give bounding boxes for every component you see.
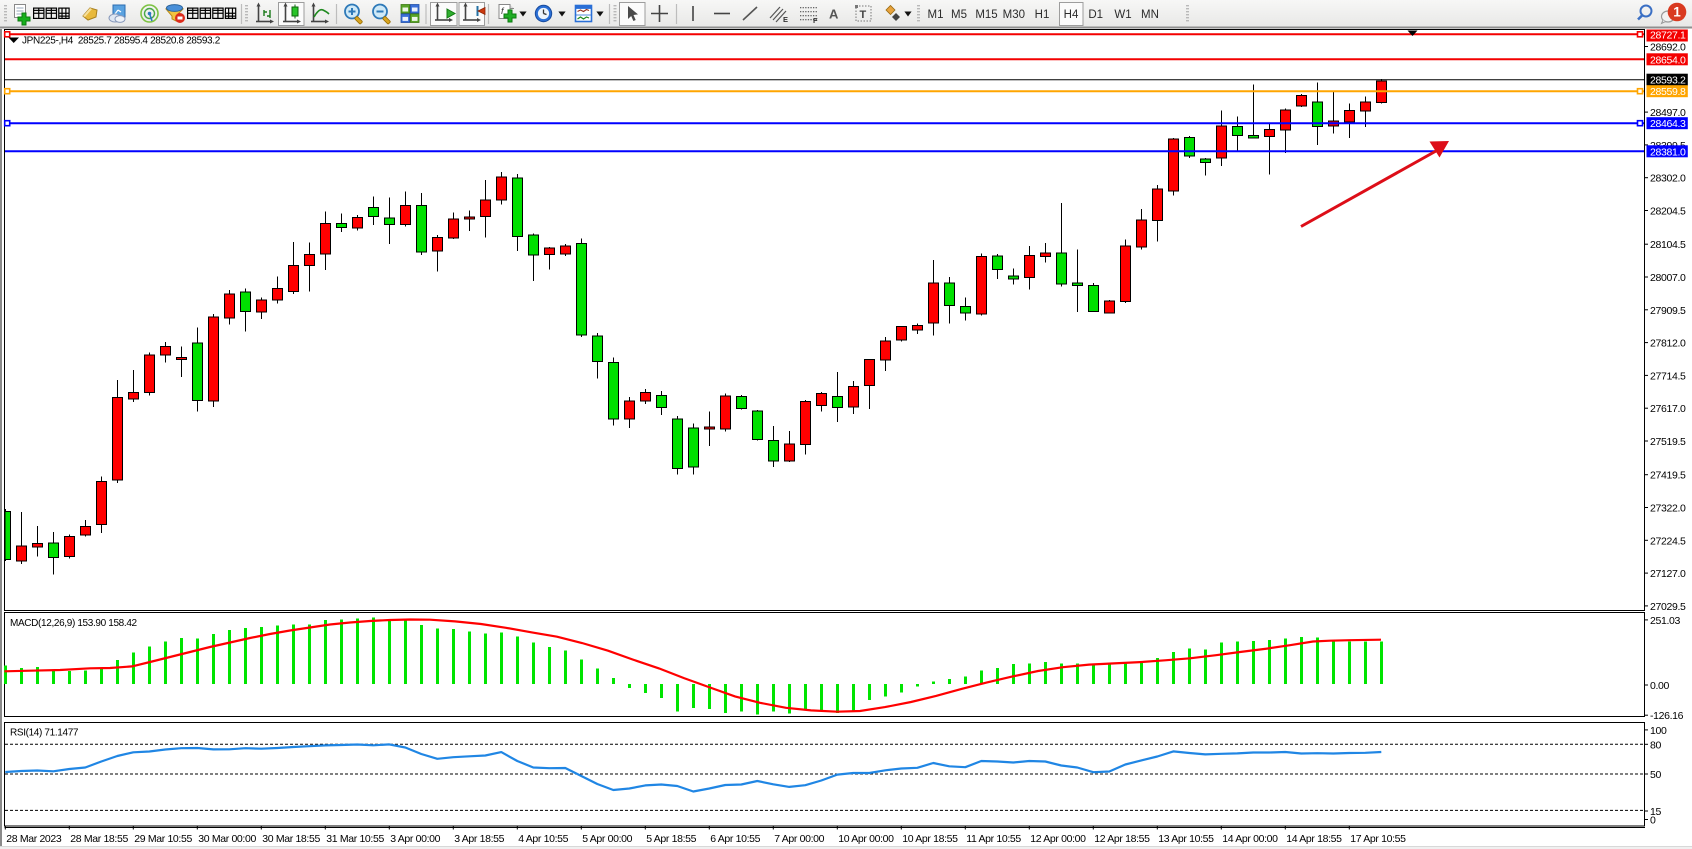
svg-text:28381.0: 28381.0	[1650, 146, 1686, 158]
svg-text:28302.0: 28302.0	[1650, 173, 1686, 185]
svg-text:28593.2: 28593.2	[1650, 75, 1686, 87]
svg-text:27029.5: 27029.5	[1650, 601, 1686, 613]
svg-text:28654.0: 28654.0	[1650, 54, 1686, 66]
svg-text:27127.0: 27127.0	[1650, 568, 1686, 580]
svg-text:13 Apr 10:55: 13 Apr 10:55	[1158, 833, 1214, 845]
svg-text:27519.5: 27519.5	[1650, 436, 1686, 448]
svg-text:28204.5: 28204.5	[1650, 206, 1686, 218]
svg-text:50: 50	[1650, 769, 1661, 781]
svg-text:1: 1	[1673, 5, 1681, 20]
svg-text:17 Apr 10:55: 17 Apr 10:55	[1350, 833, 1406, 845]
svg-text:28727.1: 28727.1	[1650, 29, 1686, 41]
svg-text:29 Mar 10:55: 29 Mar 10:55	[134, 833, 192, 845]
svg-text:27714.5: 27714.5	[1650, 370, 1686, 382]
svg-text:31 Mar 10:55: 31 Mar 10:55	[326, 833, 384, 845]
svg-text:28559.8: 28559.8	[1650, 86, 1686, 98]
svg-text:30 Mar 00:00: 30 Mar 00:00	[198, 833, 256, 845]
svg-text:30 Mar 18:55: 30 Mar 18:55	[262, 833, 320, 845]
svg-text:M15: M15	[975, 9, 997, 21]
svg-text:A: A	[829, 7, 839, 22]
svg-text:W1: W1	[1114, 9, 1131, 21]
svg-text:T: T	[860, 9, 867, 21]
svg-text:JPN225-,H4 28525.7 28595.4 28: JPN225-,H4 28525.7 28595.4 28520.8 28593…	[22, 36, 221, 47]
svg-text:7 Apr 00:00: 7 Apr 00:00	[774, 833, 824, 845]
svg-text:12 Apr 00:00: 12 Apr 00:00	[1030, 833, 1086, 845]
svg-text:251.03: 251.03	[1650, 615, 1681, 627]
svg-text:14 Apr 18:55: 14 Apr 18:55	[1286, 833, 1342, 845]
svg-text:27322.0: 27322.0	[1650, 503, 1686, 515]
svg-text:MN: MN	[1141, 9, 1159, 21]
svg-text:27909.5: 27909.5	[1650, 305, 1686, 317]
svg-text:4 Apr 10:55: 4 Apr 10:55	[518, 833, 568, 845]
svg-text:M1: M1	[928, 9, 944, 21]
svg-text:5 Apr 00:00: 5 Apr 00:00	[582, 833, 632, 845]
svg-text:14 Apr 00:00: 14 Apr 00:00	[1222, 833, 1278, 845]
svg-text:M30: M30	[1003, 9, 1025, 21]
svg-text:RSI(14) 71.1477: RSI(14) 71.1477	[10, 728, 79, 739]
svg-text:27617.0: 27617.0	[1650, 403, 1686, 415]
svg-text:6 Apr 10:55: 6 Apr 10:55	[710, 833, 760, 845]
svg-text:5 Apr 18:55: 5 Apr 18:55	[646, 833, 696, 845]
svg-text:3 Apr 18:55: 3 Apr 18:55	[454, 833, 504, 845]
svg-text:80: 80	[1650, 739, 1661, 751]
svg-text:0: 0	[1650, 815, 1656, 827]
svg-text:28 Mar 2023: 28 Mar 2023	[6, 833, 62, 845]
svg-text:15: 15	[1650, 806, 1661, 818]
svg-text:-126.16: -126.16	[1650, 710, 1684, 722]
svg-text:12 Apr 18:55: 12 Apr 18:55	[1094, 833, 1150, 845]
svg-text:28007.0: 28007.0	[1650, 272, 1686, 284]
svg-text:3 Apr 00:00: 3 Apr 00:00	[390, 833, 440, 845]
svg-text:H1: H1	[1035, 9, 1050, 21]
svg-text:27224.5: 27224.5	[1650, 535, 1686, 547]
svg-text:28464.3: 28464.3	[1650, 118, 1686, 130]
svg-text:28 Mar 18:55: 28 Mar 18:55	[70, 833, 128, 845]
svg-text:28104.5: 28104.5	[1650, 239, 1686, 251]
svg-text:H4: H4	[1064, 9, 1079, 21]
svg-text:M5: M5	[951, 9, 967, 21]
svg-text:D1: D1	[1088, 9, 1103, 21]
svg-text:10 Apr 18:55: 10 Apr 18:55	[902, 833, 958, 845]
svg-text:100: 100	[1650, 725, 1667, 737]
svg-text:11 Apr 10:55: 11 Apr 10:55	[966, 833, 1021, 845]
svg-text:10 Apr 00:00: 10 Apr 00:00	[838, 833, 894, 845]
svg-text:28497.0: 28497.0	[1650, 107, 1686, 119]
svg-text:F: F	[813, 16, 818, 25]
svg-text:0.00: 0.00	[1650, 680, 1670, 692]
svg-text:28692.0: 28692.0	[1650, 42, 1686, 54]
svg-text:E: E	[783, 15, 788, 24]
svg-text:f: f	[501, 6, 505, 16]
svg-text:27419.5: 27419.5	[1650, 470, 1686, 482]
svg-text:27812.0: 27812.0	[1650, 338, 1686, 350]
svg-text:MACD(12,26,9) 153.90 158.42: MACD(12,26,9) 153.90 158.42	[10, 618, 138, 629]
